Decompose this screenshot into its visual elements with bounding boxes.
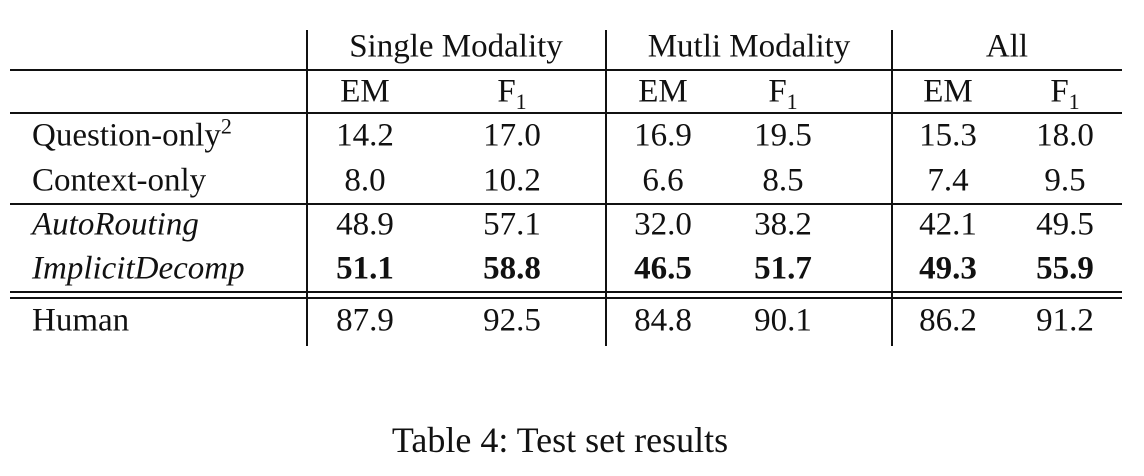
cell: 48.9 [336, 206, 394, 243]
column-header: EM [923, 73, 973, 110]
cell: 42.1 [919, 206, 977, 243]
column-rule [891, 30, 893, 346]
row-label-text: Human [32, 302, 130, 339]
caption: Table 4: Test set results [391, 420, 729, 460]
cell: 55.9 [1036, 250, 1094, 287]
cell: 87.9 [336, 302, 394, 339]
column-header: EM [340, 73, 390, 110]
cell: 51.7 [754, 250, 812, 287]
column-header-text: F [497, 73, 516, 110]
column-header-text: EM [638, 73, 688, 110]
subscript: 1 [1068, 89, 1080, 115]
cell: 8.0 [344, 162, 386, 199]
cell: 16.9 [634, 117, 692, 154]
superscript: 2 [220, 113, 232, 139]
group-header: All [985, 28, 1029, 65]
rule [10, 203, 1122, 205]
cell: 46.5 [634, 250, 692, 287]
rule [10, 291, 1122, 293]
cell: 91.2 [1036, 302, 1094, 339]
rule [10, 112, 1122, 114]
row-label-text: Question-only [32, 117, 221, 154]
cell: 38.2 [754, 206, 812, 243]
row-label-text: AutoRouting [32, 206, 199, 243]
cell: 57.1 [483, 206, 541, 243]
cell: 7.4 [927, 162, 969, 199]
cell: 92.5 [483, 302, 541, 339]
row-label: Question-only2 [32, 115, 232, 154]
cell: 58.8 [483, 250, 541, 287]
row-label: AutoRouting [32, 206, 199, 243]
cell: 9.5 [1044, 162, 1086, 199]
cell: 10.2 [483, 162, 541, 199]
column-header: EM [638, 73, 688, 110]
column-header: F1 [768, 73, 797, 113]
subscript: 1 [786, 89, 798, 115]
rule [10, 69, 1122, 71]
cell: 49.5 [1036, 206, 1094, 243]
cell: 14.2 [336, 117, 394, 154]
column-header-text: EM [340, 73, 390, 110]
column-header-text: F [768, 73, 787, 110]
column-rule [605, 30, 607, 346]
cell: 15.3 [919, 117, 977, 154]
rule [10, 297, 1122, 299]
column-rule [306, 30, 308, 346]
cell: 49.3 [919, 250, 977, 287]
cell: 6.6 [642, 162, 684, 199]
row-label: Context-only [32, 162, 207, 199]
cell: 18.0 [1036, 117, 1094, 154]
cell: 17.0 [483, 117, 541, 154]
column-header-text: EM [923, 73, 973, 110]
group-header: Single Modality [349, 28, 563, 65]
cell: 8.5 [762, 162, 804, 199]
row-label-text: Context-only [32, 162, 207, 199]
column-header: F1 [497, 73, 526, 113]
row-label-text: ImplicitDecomp [32, 250, 245, 287]
cell: 86.2 [919, 302, 977, 339]
cell: 51.1 [336, 250, 394, 287]
cell: 84.8 [634, 302, 692, 339]
group-header: Mutli Modality [647, 28, 851, 65]
row-label: ImplicitDecomp [32, 250, 245, 287]
row-label: Human [32, 302, 130, 339]
subscript: 1 [515, 89, 527, 115]
cell: 32.0 [634, 206, 692, 243]
column-header: F1 [1050, 73, 1079, 113]
cell: 90.1 [754, 302, 812, 339]
cell: 19.5 [754, 117, 812, 154]
column-header-text: F [1050, 73, 1069, 110]
